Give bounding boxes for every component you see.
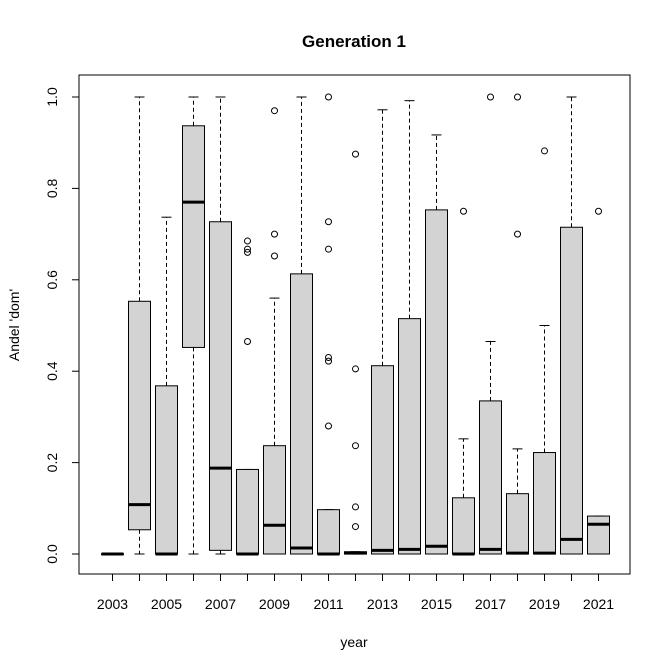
outlier-point — [352, 523, 359, 531]
box-iqr — [290, 273, 313, 555]
outlier-point — [271, 230, 278, 238]
box-2003 — [101, 552, 124, 556]
y-tick-label: 0.8 — [44, 178, 60, 198]
outlier-point — [271, 107, 278, 115]
outlier-point — [325, 93, 332, 101]
box-iqr — [452, 497, 475, 555]
outlier-point — [325, 218, 332, 226]
x-tick-label: 2009 — [259, 596, 290, 612]
box-2020 — [560, 96, 583, 555]
outlier-point — [244, 248, 251, 256]
box-iqr — [209, 221, 232, 551]
x-tick-label: 2003 — [97, 596, 128, 612]
box-iqr — [398, 318, 421, 555]
box-iqr — [263, 445, 286, 555]
box-2011 — [317, 93, 340, 556]
box-iqr — [506, 493, 529, 555]
x-axis-label: year — [340, 634, 368, 650]
outlier-point — [325, 422, 332, 430]
y-axis: 0.0 0.2 0.4 0.6 0.8 1.0 — [44, 87, 80, 564]
boxes-layer — [101, 93, 610, 556]
outlier-point — [325, 353, 332, 361]
box-iqr — [317, 509, 340, 555]
y-tick-label: 0.2 — [44, 453, 60, 473]
box-2007 — [209, 96, 232, 555]
x-tick-label: 2005 — [151, 596, 182, 612]
x-tick-label: 2017 — [475, 596, 506, 612]
x-tick-label: 2011 — [313, 596, 343, 612]
x-tick-label: 2013 — [367, 596, 398, 612]
y-tick-label: 0.4 — [44, 361, 60, 381]
box-iqr — [587, 515, 610, 555]
box-2017 — [479, 93, 502, 555]
outlier-point — [325, 245, 332, 253]
outlier-point — [244, 237, 251, 245]
box-2008 — [236, 237, 259, 556]
box-2012 — [344, 150, 367, 555]
box-2021 — [587, 207, 610, 555]
outlier-point — [487, 93, 494, 101]
box-iqr — [128, 300, 151, 531]
chart-title: Generation 1 — [302, 32, 406, 51]
y-tick-label: 0.0 — [44, 544, 60, 564]
outlier-point — [541, 147, 548, 155]
outlier-point — [352, 442, 359, 450]
x-tick-label: 2015 — [421, 596, 452, 612]
box-2009 — [263, 107, 286, 555]
outlier-point — [352, 150, 359, 158]
box-2018 — [506, 93, 529, 555]
box-iqr — [533, 452, 556, 555]
x-tick-label: 2007 — [205, 596, 236, 612]
outlier-point — [595, 207, 602, 215]
box-2013 — [371, 109, 394, 555]
box-iqr — [371, 365, 394, 555]
outlier-point — [460, 207, 467, 215]
box-2006 — [182, 96, 205, 555]
box-iqr — [155, 385, 178, 555]
y-tick-label: 1.0 — [44, 87, 60, 107]
outlier-point — [514, 230, 521, 238]
outlier-point — [514, 93, 521, 101]
outlier-point — [352, 503, 359, 511]
x-axis: 2003 2005 2007 2009 2011 2013 2015 2017 2019 2021 — [97, 573, 614, 612]
box-2014 — [398, 100, 421, 555]
box-2005 — [155, 216, 178, 556]
box-2015 — [425, 134, 448, 555]
box-iqr — [560, 226, 583, 555]
y-tick-label: 0.6 — [44, 270, 60, 290]
box-2016 — [452, 207, 475, 556]
x-tick-label: 2021 — [583, 596, 614, 612]
box-iqr — [425, 209, 448, 555]
outlier-point — [244, 245, 251, 253]
x-tick-label: 2019 — [529, 596, 560, 612]
box-iqr — [236, 468, 259, 555]
box-2004 — [128, 96, 151, 555]
outlier-point — [244, 337, 251, 345]
box-2019 — [533, 147, 556, 555]
box-iqr — [479, 400, 502, 555]
outlier-point — [271, 252, 278, 260]
outlier-point — [325, 357, 332, 365]
outlier-point — [352, 365, 359, 373]
y-axis-label: Andel 'dom' — [6, 289, 22, 361]
box-2010 — [290, 96, 313, 555]
box-iqr — [182, 125, 205, 348]
